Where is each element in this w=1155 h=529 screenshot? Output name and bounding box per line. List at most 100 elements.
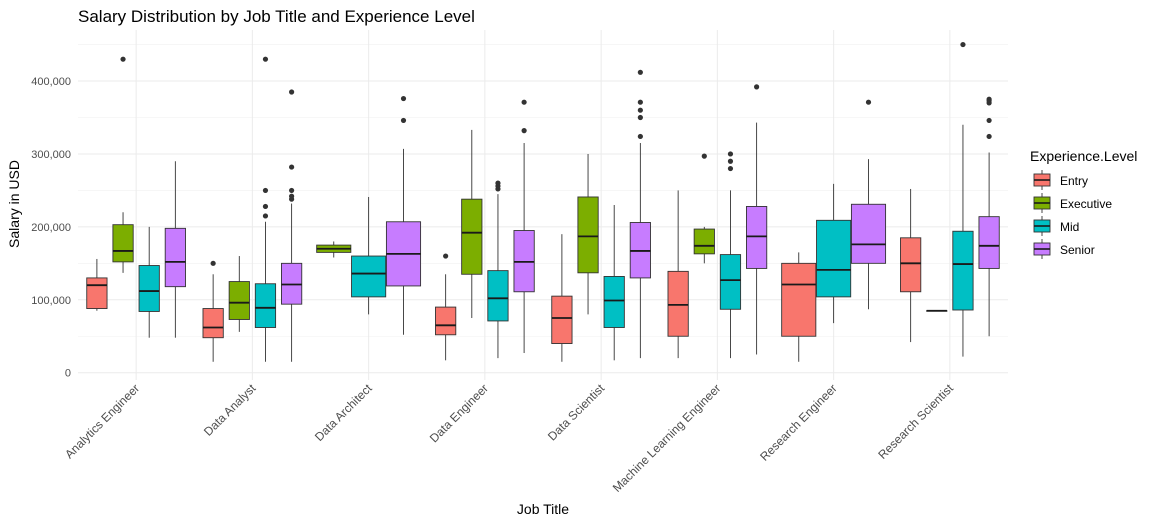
outlier-point (495, 180, 501, 186)
box-executive (926, 309, 948, 312)
outlier-point (289, 193, 295, 199)
legend-entry-executive: Executive (1033, 193, 1112, 213)
box-iqr (351, 255, 387, 298)
box-iqr (900, 237, 922, 293)
outlier-point (960, 41, 966, 48)
box-iqr (577, 196, 599, 274)
legend-entry-entry: Entry (1033, 170, 1088, 190)
box-mid (816, 183, 852, 324)
x-tick-label: Data Analyst (201, 381, 259, 439)
legend-entry-mid: Mid (1033, 216, 1079, 236)
box-executive (316, 241, 352, 258)
box-iqr (435, 306, 457, 336)
chart-title: Salary Distribution by Job Title and Exp… (78, 7, 475, 26)
box-iqr (487, 270, 509, 322)
box-iqr (254, 283, 277, 328)
box-iqr (816, 219, 852, 298)
outlier-point (521, 99, 527, 105)
box-entry (202, 260, 224, 362)
outlier-point (727, 151, 734, 157)
outlier-point (986, 96, 992, 102)
outlier-point (289, 164, 295, 170)
box-senior (978, 96, 1000, 337)
box-iqr (978, 216, 1000, 269)
box-senior (281, 89, 303, 362)
outlier-point (262, 56, 269, 62)
box-iqr (112, 224, 134, 263)
outlier-point (262, 187, 269, 194)
box-entry (551, 234, 573, 362)
plot-area (86, 41, 1000, 362)
y-tick-label: 100,000 (31, 295, 71, 307)
box-iqr (86, 277, 108, 309)
x-tick-label: Data Engineer (427, 381, 491, 445)
box-entry (667, 190, 689, 359)
box-senior (164, 161, 186, 338)
outlier-point (637, 133, 643, 140)
outlier-point (289, 89, 295, 95)
x-axis: Analytics Engineer Data Analyst Data Archi… (62, 381, 956, 495)
y-tick-label: 0 (65, 368, 71, 380)
x-tick-label: Data Scientist (545, 381, 608, 444)
y-tick-label: 300,000 (31, 149, 71, 161)
x-tick-label: Machine Learning Engineer (610, 381, 724, 495)
box-iqr (228, 281, 250, 320)
box-mid (351, 196, 387, 315)
box-senior (850, 99, 887, 310)
legend-entry-senior: Senior (1033, 239, 1095, 259)
box-executive (693, 153, 715, 264)
box-executive (577, 153, 599, 315)
box-executive (112, 56, 134, 273)
x-tick-label: Analytics Engineer (62, 381, 142, 461)
outlier-point (754, 84, 760, 90)
outlier-point (289, 187, 295, 194)
outlier-point (986, 133, 992, 140)
outlier-point (727, 165, 734, 172)
outlier-point (120, 56, 126, 62)
outlier-point (262, 213, 269, 219)
box-entry (435, 253, 457, 361)
box-mid (952, 41, 974, 357)
outlier-point (637, 69, 643, 75)
box-executive (228, 256, 250, 332)
legend-label: Mid (1060, 220, 1079, 234)
legend-label: Senior (1060, 243, 1095, 257)
y-tick-label: 200,000 (31, 222, 71, 234)
box-iqr (164, 227, 186, 288)
box-iqr (719, 254, 742, 310)
outlier-point (262, 203, 269, 210)
box-executive (461, 129, 483, 319)
box-senior (513, 99, 535, 354)
box-iqr (603, 276, 625, 328)
x-axis-title: Job Title (517, 501, 569, 517)
box-mid (138, 226, 160, 338)
x-tick-label: Research Engineer (757, 381, 840, 464)
box-entry (900, 188, 922, 343)
outlier-point (400, 95, 407, 102)
box-mid (603, 205, 625, 361)
box-entry (86, 258, 108, 311)
outlier-point (400, 117, 407, 124)
legend-label: Executive (1060, 197, 1112, 211)
y-tick-label: 400,000 (31, 76, 71, 88)
box-iqr (746, 206, 768, 269)
legend: Experience.Level Entry Executive Mid Senior (1030, 148, 1137, 259)
box-iqr (551, 295, 573, 344)
box-iqr (667, 270, 689, 337)
y-axis: 0 100,000 200,000 300,000 400,000 (31, 76, 71, 380)
box-senior (746, 84, 768, 355)
x-tick-label: Research Scientist (875, 381, 956, 462)
box-mid (719, 151, 742, 359)
x-tick-label: Data Architect (312, 381, 375, 444)
box-entry (781, 252, 817, 362)
box-iqr (781, 262, 817, 337)
outlier-point (637, 99, 643, 105)
outlier-point (637, 114, 643, 121)
outlier-point (727, 158, 734, 164)
outlier-point (986, 117, 992, 124)
box-iqr (202, 308, 224, 339)
outlier-point (210, 260, 216, 266)
outlier-point (865, 99, 872, 105)
legend-label: Entry (1060, 174, 1088, 188)
